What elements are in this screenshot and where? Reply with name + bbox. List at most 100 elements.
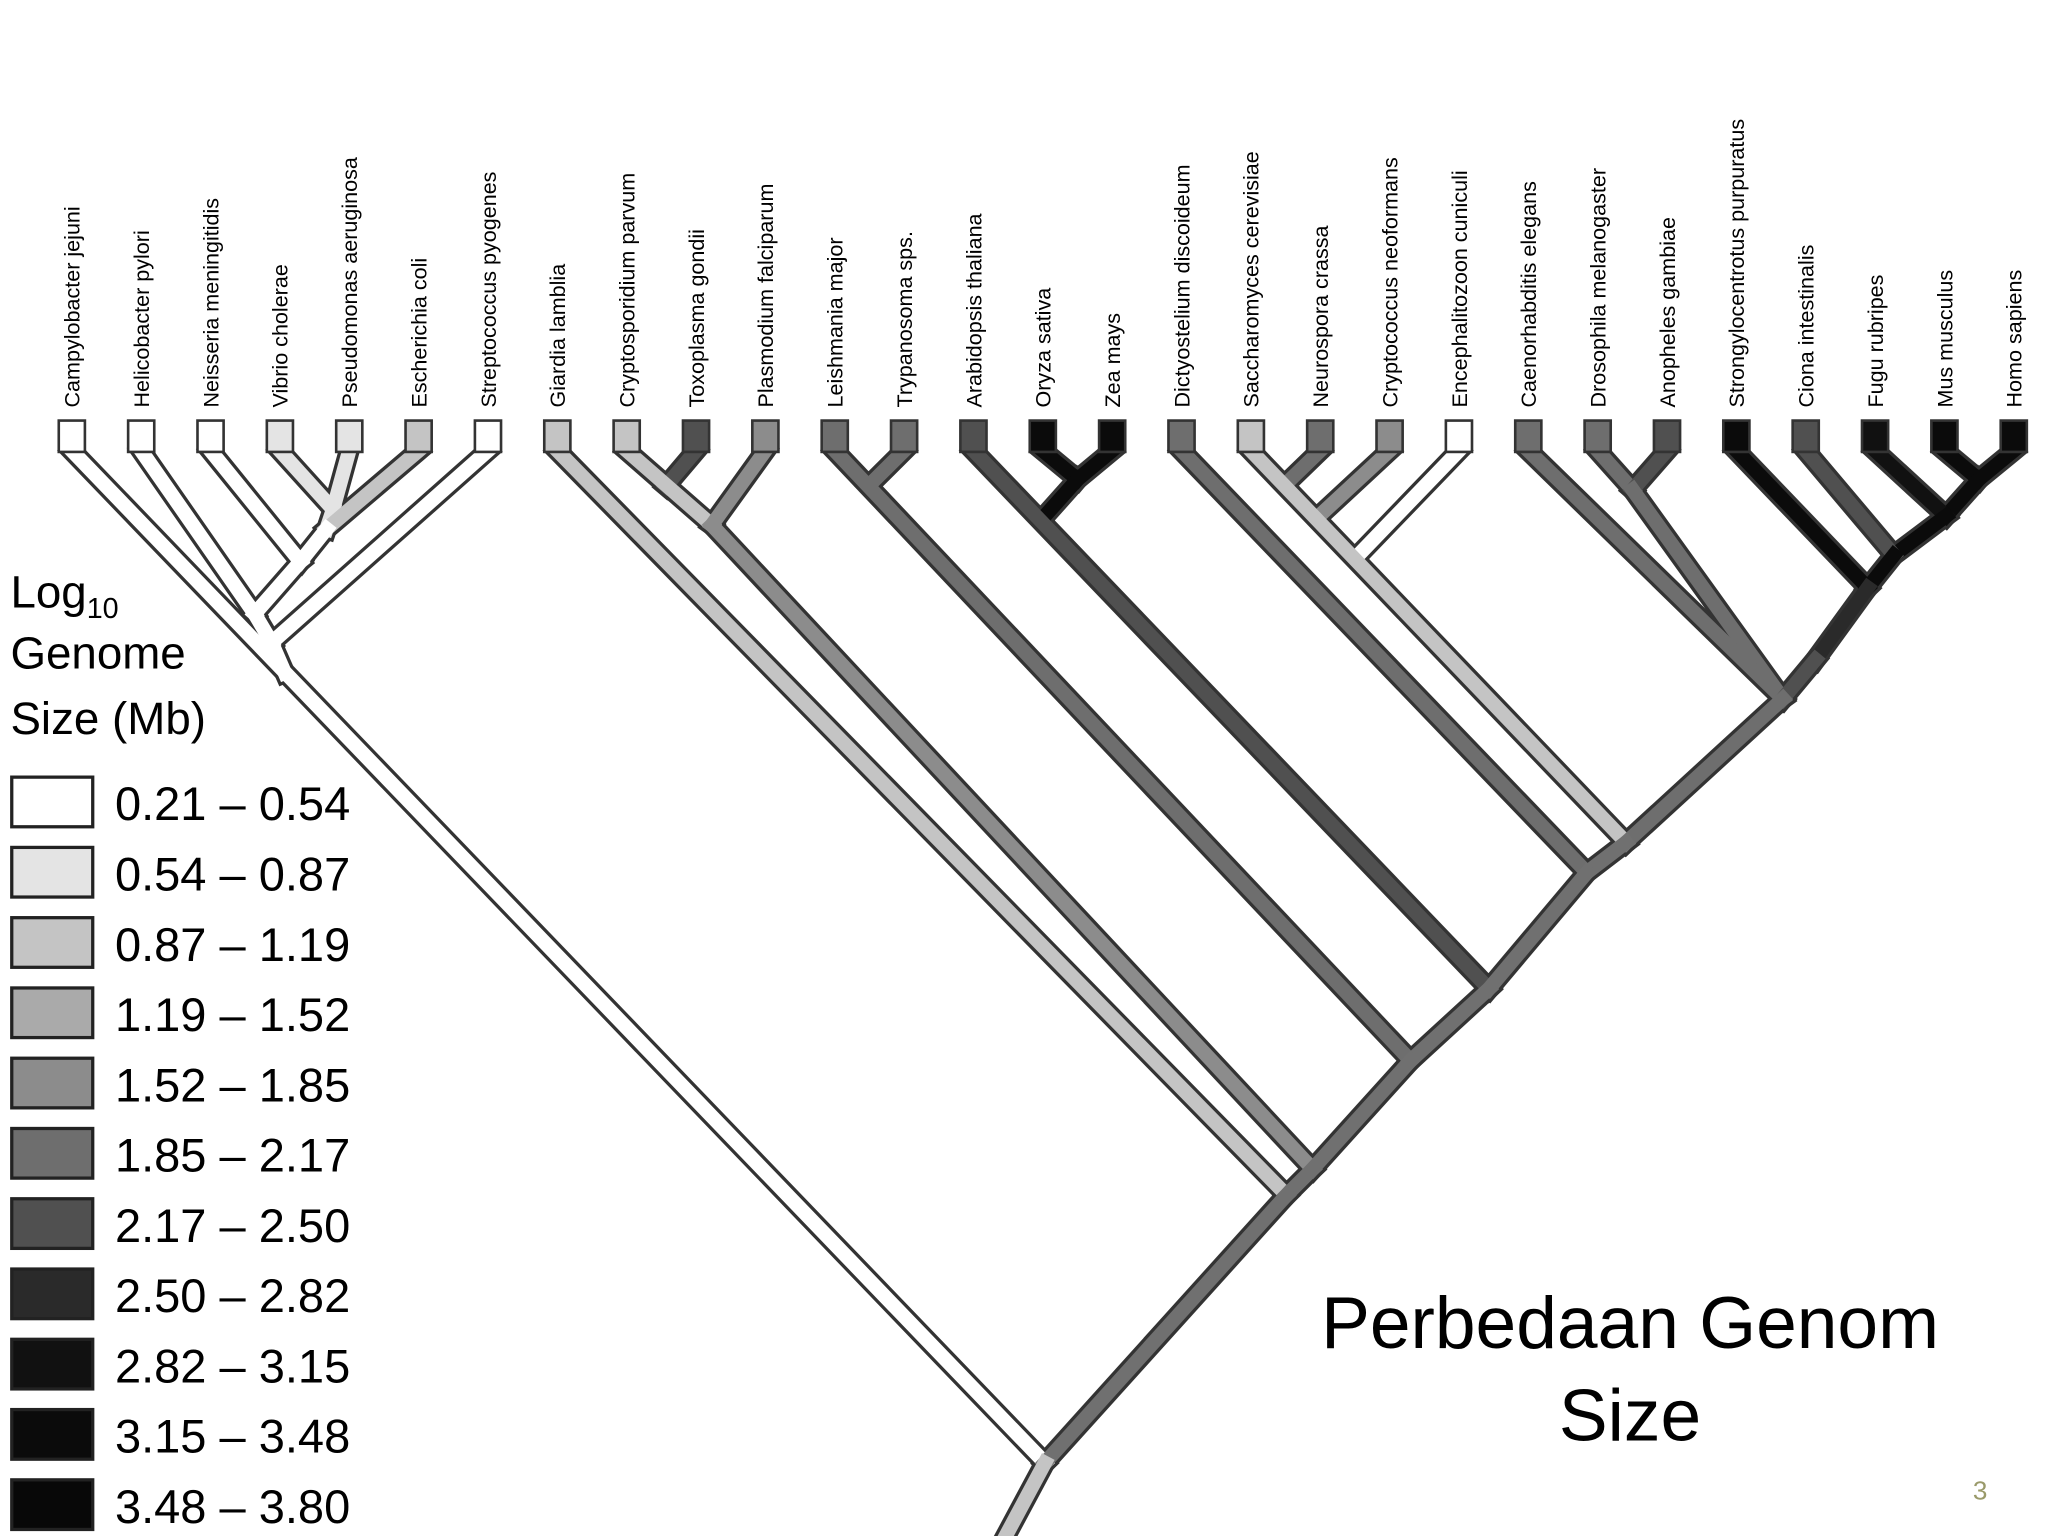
leaf-box — [57, 419, 87, 454]
legend-label: 2.50 – 2.82 — [115, 1269, 350, 1322]
taxon-label: Neisseria meningitidis — [198, 198, 223, 408]
taxon-label: Mus musculus — [1932, 270, 1957, 408]
page-number: 3 — [1973, 1475, 1988, 1505]
taxon-label: Pseudomonas aeruginosa — [337, 157, 362, 407]
branch — [1587, 440, 1643, 500]
leaf-box — [265, 419, 295, 454]
branch — [1615, 688, 1794, 853]
leaf-box — [1375, 419, 1404, 454]
legend-label: 0.21 – 0.54 — [115, 777, 350, 830]
leaf-box — [1444, 419, 1474, 454]
branch — [1348, 440, 1470, 566]
legend-title: Log10 — [10, 566, 118, 624]
leaf-box — [959, 419, 988, 454]
legend-label: 3.48 – 3.80 — [115, 1480, 350, 1533]
legend-label: 2.17 – 2.50 — [115, 1199, 350, 1252]
branch — [1478, 862, 1598, 999]
legend-label: 1.52 – 1.85 — [115, 1058, 350, 1111]
branch — [1576, 832, 1637, 883]
legend-label: 3.15 – 3.48 — [115, 1410, 350, 1463]
taxon-label: Toxoplasma gondii — [684, 229, 709, 407]
taxon-label: Neurospora crassa — [1308, 225, 1333, 407]
leaf-box — [1721, 419, 1751, 454]
branch — [701, 514, 1323, 1180]
slide-title: Size — [1559, 1376, 1701, 1457]
legend-swatch — [10, 1126, 95, 1180]
taxon-label: Zea mays — [1100, 313, 1125, 408]
branch — [1240, 440, 1637, 853]
leaf-box — [334, 419, 364, 454]
legend-swatch — [10, 1478, 95, 1532]
leaf-box — [126, 419, 156, 454]
taxon-label: Trypanosoma sps. — [892, 231, 917, 407]
branch — [547, 440, 1297, 1206]
branch — [1934, 440, 1989, 490]
taxon-label: Campylobacter jejuni — [60, 206, 85, 407]
legend-label: 1.19 – 1.52 — [115, 988, 350, 1041]
branch — [1034, 1184, 1297, 1474]
taxon-label: Oryza sativa — [1031, 288, 1056, 408]
branch — [1795, 440, 1905, 566]
branch — [1171, 440, 1598, 883]
branch — [1622, 479, 1793, 709]
leaf-box — [1305, 419, 1335, 454]
taxon-label: Drosophila melanogaster — [1585, 168, 1610, 408]
leaf-box — [1028, 419, 1058, 454]
taxon-label: Plasmodium falciparum — [753, 184, 778, 408]
branch — [1622, 440, 1678, 500]
legend-swatch — [10, 1267, 95, 1321]
legend-label: 0.54 – 0.87 — [115, 848, 350, 901]
branch — [244, 551, 311, 625]
branch — [1968, 440, 2024, 490]
taxon-label: Anopheles gambiae — [1655, 217, 1680, 407]
branch — [200, 440, 311, 572]
branch — [131, 440, 265, 624]
legend-swatch — [10, 916, 95, 969]
leaf-box — [196, 419, 225, 454]
legend: Log10 Genome Size (Mb) 0.21 – 0.54 0.54 –… — [10, 566, 350, 1533]
branch — [261, 440, 499, 653]
legend-swatch — [10, 1056, 95, 1110]
branch — [61, 440, 1056, 1474]
branch — [701, 440, 776, 536]
taxon-label: Saccharomyces cerevisiae — [1239, 151, 1264, 407]
leaf-box — [1860, 419, 1890, 454]
taxon-label: Encephalitozoon cuniculi — [1447, 170, 1472, 407]
branch — [1883, 505, 1957, 566]
leaf-box — [1167, 419, 1196, 454]
taxon-label: Escherichia coli — [406, 258, 431, 408]
leaf-box — [1513, 419, 1543, 454]
leaf-box — [1999, 419, 2029, 454]
legend-title-sub: 10 — [87, 593, 119, 625]
taxon-label: Fugu rubripes — [1863, 275, 1888, 408]
leaf-box — [542, 419, 572, 454]
branch — [824, 440, 1421, 1071]
leaf-box — [1652, 419, 1682, 454]
branch — [963, 440, 1500, 999]
legend-swatch — [10, 1337, 95, 1391]
taxon-label: Cryptococcus neoformans — [1377, 157, 1402, 407]
branch — [1302, 1050, 1421, 1180]
branch — [1864, 440, 1957, 527]
branch — [1034, 469, 1088, 527]
taxon-label: Leishmania major — [823, 237, 848, 407]
taxon-label: Cryptosporidium parvum — [615, 173, 640, 408]
leaf-box — [1236, 419, 1266, 454]
legend-swatch — [10, 986, 95, 1040]
branch — [1935, 469, 1989, 527]
leaf-box — [1097, 419, 1127, 454]
taxon-label: Streptococcus pyogenes — [476, 172, 501, 408]
leaf-box — [1930, 419, 1959, 454]
leaf-box — [889, 419, 919, 454]
leaf-box — [1791, 419, 1821, 454]
tree — [57, 435, 2029, 1536]
taxon-label: Ciona intestinalis — [1794, 245, 1819, 408]
taxon-label: Giardia lamblia — [545, 264, 570, 408]
legend-title: Size (Mb) — [10, 693, 206, 744]
taxon-label: Strongylocentrotus purpuratus — [1724, 119, 1749, 408]
branch — [1067, 440, 1123, 490]
legend-title: Genome — [10, 628, 185, 679]
legend-swatch — [10, 775, 95, 829]
branch — [1805, 577, 1878, 670]
